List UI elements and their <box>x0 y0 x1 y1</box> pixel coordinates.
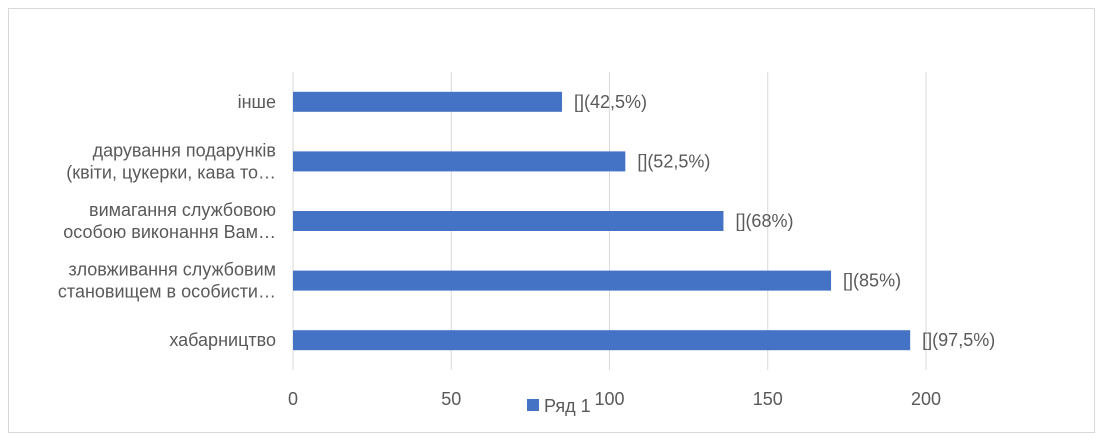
category-label-line: (квіти, цукерки, кава то… <box>66 162 276 182</box>
category-label: інше <box>238 92 276 112</box>
x-axis-ticks: 0 50 100 150 200 <box>288 389 941 409</box>
category-label-line: дарування подарунків <box>93 140 276 160</box>
bar <box>293 151 626 172</box>
data-label: [](52,5%) <box>637 151 710 171</box>
category-label-line: особою виконання Вам… <box>63 222 276 242</box>
x-tick-label: 100 <box>594 389 624 409</box>
category-label-line: інше <box>238 92 276 112</box>
category-label: зловживання службовим становищем в особис… <box>58 260 276 302</box>
bar <box>293 211 724 231</box>
data-label: [](97,5%) <box>922 330 995 350</box>
category-label-line: становищем в особисти… <box>58 282 276 302</box>
bar <box>293 330 911 351</box>
legend-label: Ряд 1 <box>544 396 591 416</box>
category-label: хабарництво <box>169 330 276 350</box>
bar <box>293 270 832 291</box>
x-tick-label: 200 <box>911 389 941 409</box>
data-labels: [](42,5%) [](52,5%) [](68%) [](85%) [](97,5%… <box>574 92 995 350</box>
bar <box>293 91 563 112</box>
category-label-line: вимагання службовою <box>89 200 276 220</box>
data-label: [](85%) <box>843 271 901 291</box>
data-label: [](42,5%) <box>574 92 647 112</box>
x-tick-label: 0 <box>288 389 298 409</box>
bars <box>293 91 911 351</box>
x-tick-label: 150 <box>753 389 783 409</box>
legend: Ряд 1 <box>527 396 591 416</box>
x-tick-label: 50 <box>441 389 461 409</box>
category-labels: інше дарування подарунків (квіти, цукерки,… <box>58 92 276 350</box>
legend-swatch <box>527 399 539 411</box>
category-label-line: зловживання службовим <box>69 260 276 280</box>
category-label: вимагання службовою особою виконання Вам… <box>63 200 276 242</box>
category-label-line: хабарництво <box>169 330 276 350</box>
data-label: [](68%) <box>735 211 793 231</box>
category-label: дарування подарунків (квіти, цукерки, кав… <box>66 140 276 182</box>
